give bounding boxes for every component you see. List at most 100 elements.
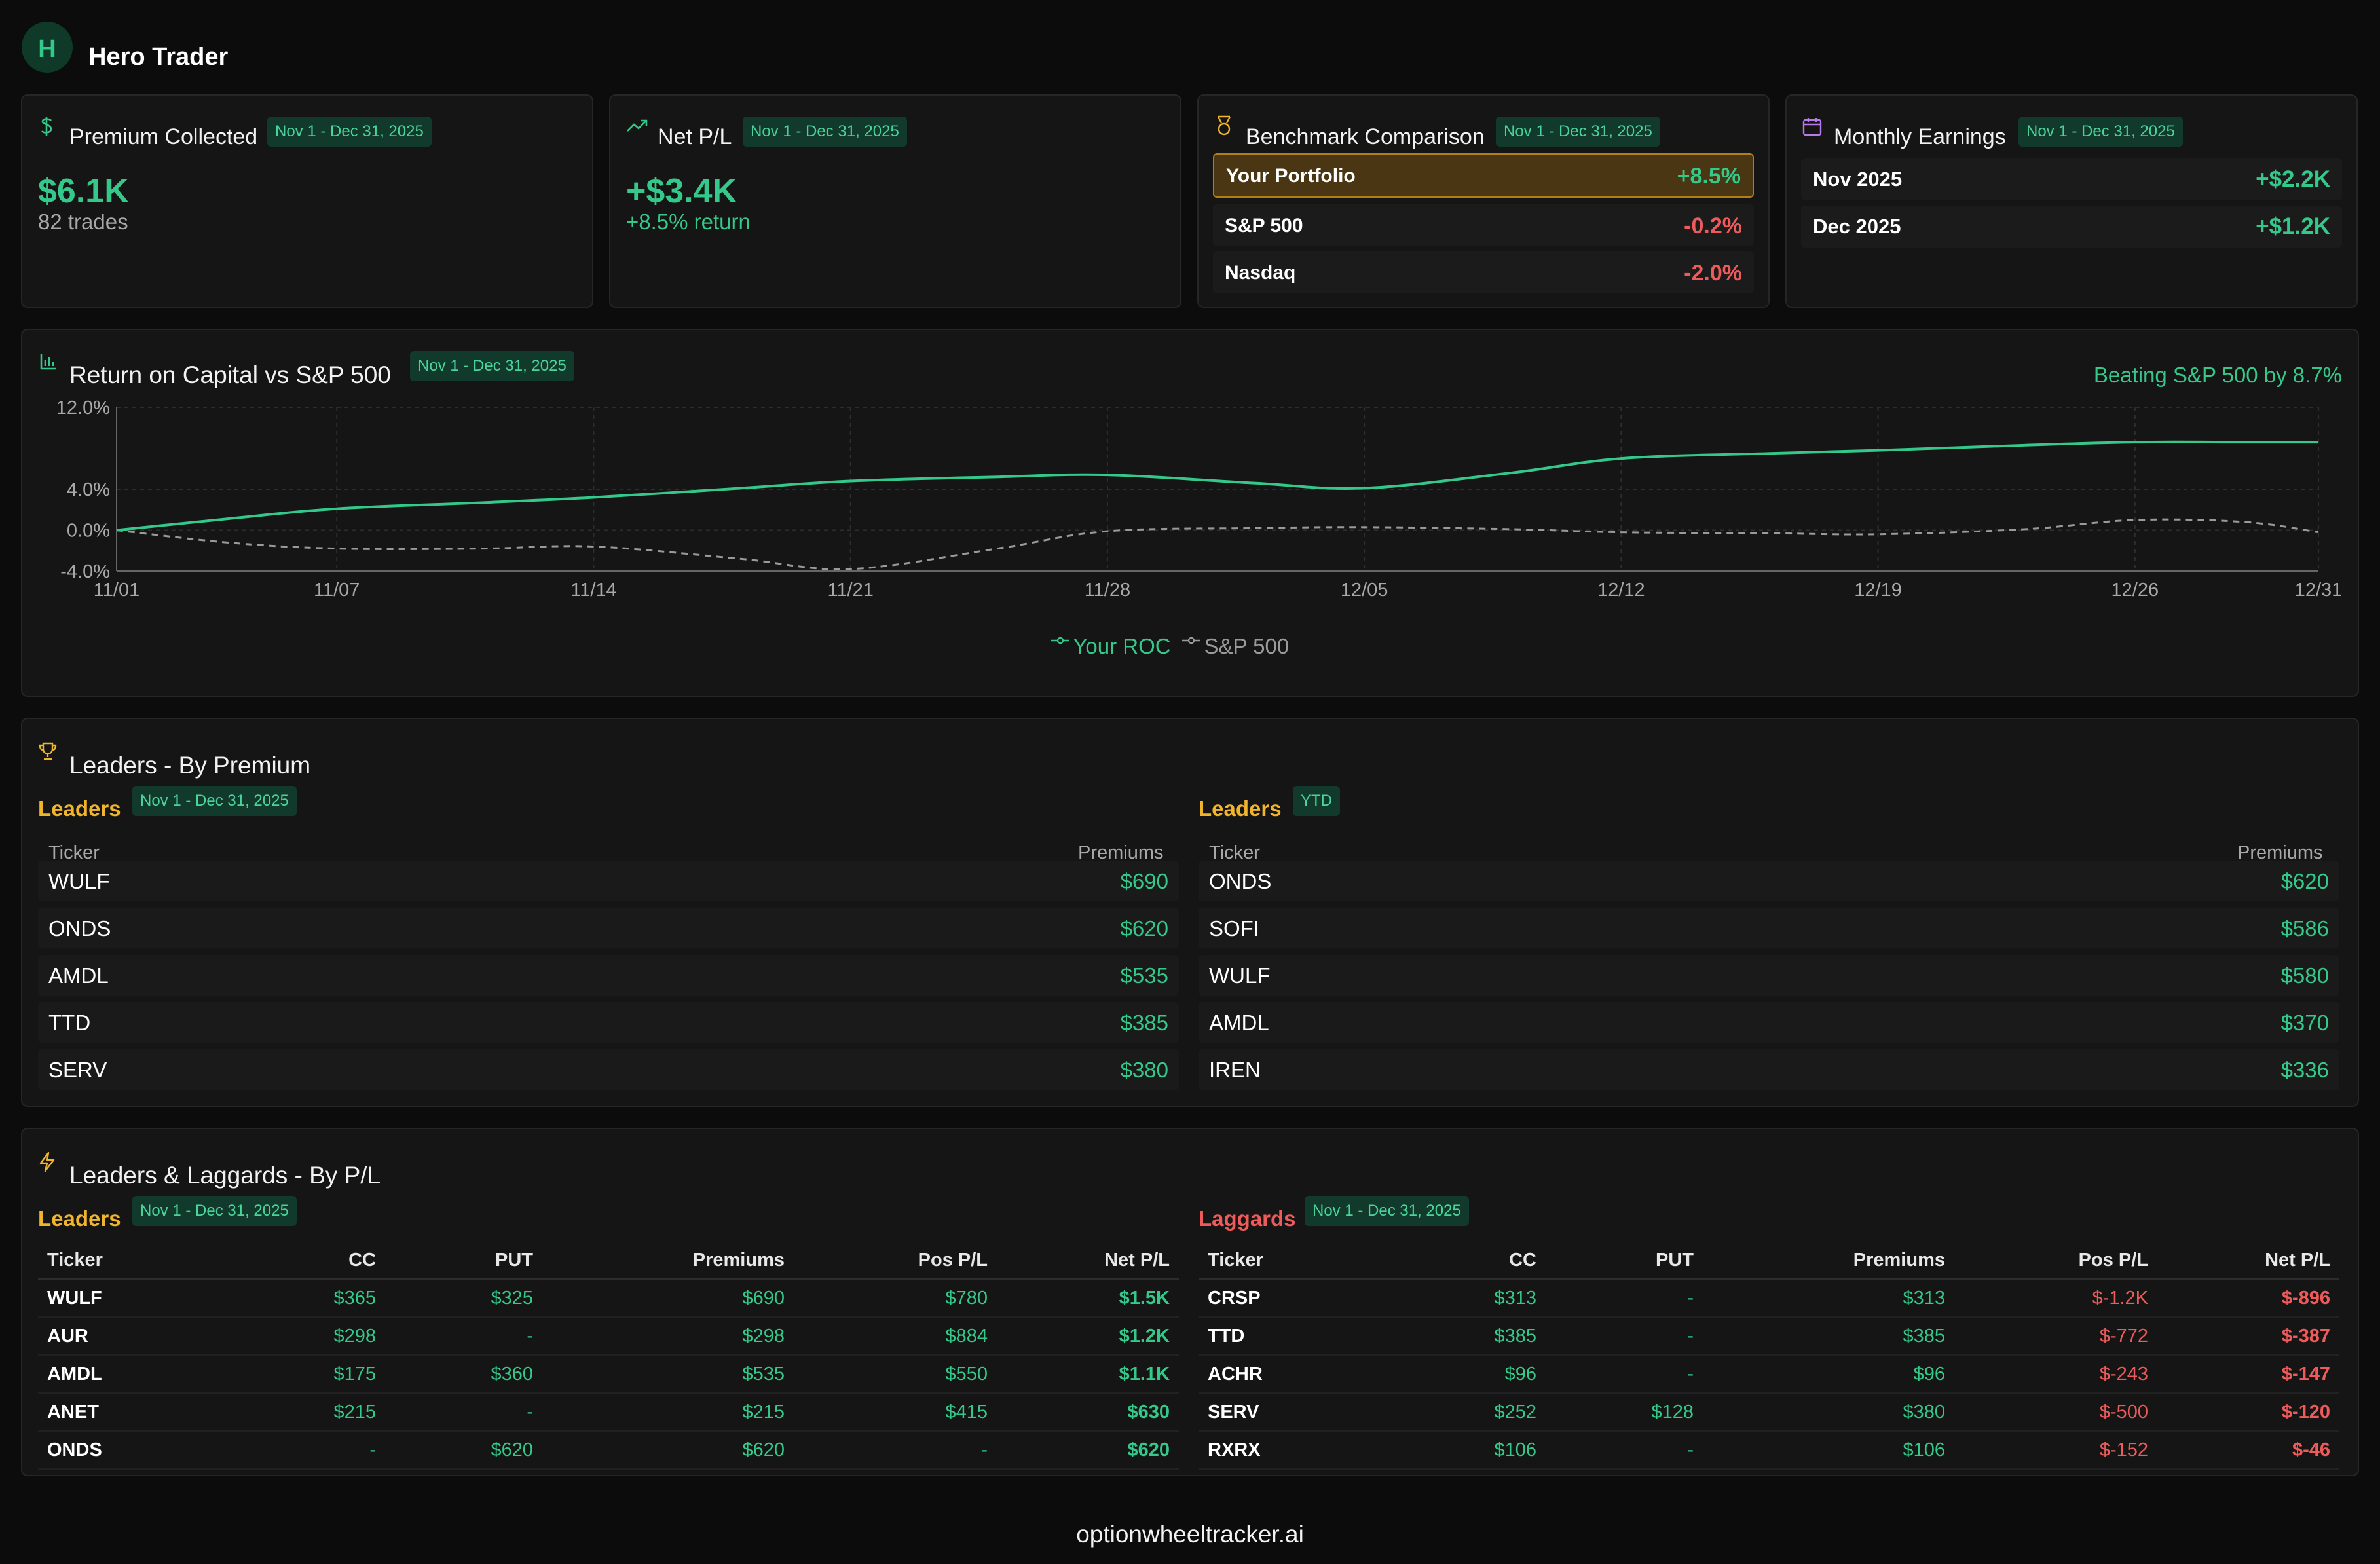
column-header-net-pl[interactable]: Net P/L: [2157, 1242, 2339, 1280]
table-row[interactable]: ONDS - $620 $620 - $620: [38, 1431, 1179, 1470]
list-item[interactable]: ONDS $620: [38, 908, 1179, 948]
your-roc-series-line[interactable]: [116, 440, 2318, 532]
put-value: -: [1546, 1317, 1703, 1356]
legend-item-sp500[interactable]: S&P 500: [1181, 634, 1289, 659]
x-tick-label: 11/21: [827, 580, 873, 601]
table-row[interactable]: SERV $252 $128 $380 $-500 $-120: [1199, 1393, 2339, 1432]
pos-pl-value: $550: [794, 1355, 997, 1394]
date-range-badge: Nov 1 - Dec 31, 2025: [132, 786, 297, 816]
net-pl-value: $-387: [2157, 1317, 2339, 1356]
cc-value: $252: [1329, 1393, 1546, 1432]
premiums-value: $313: [1703, 1279, 1954, 1318]
table-row[interactable]: AMDL $175 $360 $535 $550 $1.1K: [38, 1355, 1179, 1394]
list-item[interactable]: ONDS $620: [1199, 861, 2339, 901]
footer-brand[interactable]: optionwheeltracker.ai: [1076, 1521, 1304, 1548]
ytd-badge: YTD: [1293, 786, 1340, 816]
net-pl-value: $1.1K: [997, 1355, 1179, 1394]
premium-value: $370: [2280, 1011, 2329, 1035]
list-item[interactable]: SERV $380: [38, 1049, 1179, 1090]
pos-pl-value: $-1.2K: [1954, 1279, 2157, 1318]
list-item[interactable]: IREN $336: [1199, 1049, 2339, 1090]
premium-value: $336: [2280, 1058, 2329, 1082]
list-item[interactable]: SOFI $586: [1199, 908, 2339, 948]
x-tick-label: 11/07: [314, 580, 360, 601]
pos-pl-value: $-243: [1954, 1355, 2157, 1394]
premium-value: $620: [1120, 916, 1168, 940]
table-row[interactable]: CRSP $313 - $313 $-1.2K $-896: [1199, 1279, 2339, 1318]
ticker: WULF: [1209, 963, 1271, 988]
column-header-premiums[interactable]: Premiums: [1078, 842, 1164, 863]
list-item[interactable]: AMDL $535: [38, 955, 1179, 996]
column-header-ticker[interactable]: Ticker: [48, 842, 100, 863]
premium-value: $535: [1120, 963, 1168, 988]
list-item[interactable]: TTD $385: [38, 1002, 1179, 1043]
pos-pl-value: $-500: [1954, 1393, 2157, 1432]
put-value: -: [385, 1393, 542, 1432]
date-range-badge: Nov 1 - Dec 31, 2025: [410, 351, 574, 381]
benchmark-card: Benchmark Comparison Nov 1 - Dec 31, 202…: [1197, 94, 1770, 308]
premiums-value: $106: [1703, 1431, 1954, 1470]
trending-up-icon: [627, 119, 648, 132]
cc-value: $215: [169, 1393, 385, 1432]
ticker: WULF: [48, 869, 110, 893]
ticker: ONDS: [1209, 869, 1272, 893]
column-header-pos-pl[interactable]: Pos P/L: [794, 1242, 997, 1280]
month-name: Dec 2025: [1813, 215, 1901, 238]
column-header-premiums[interactable]: Premiums: [2237, 842, 2323, 863]
list-item[interactable]: AMDL $370: [1199, 1002, 2339, 1043]
table-row[interactable]: WULF $365 $325 $690 $780 $1.5K: [38, 1279, 1179, 1318]
sp500-series-line[interactable]: [116, 518, 2319, 570]
premium-value: $620: [2280, 869, 2329, 893]
legend-item-your-roc[interactable]: Your ROC: [1051, 634, 1171, 659]
card-title: Premium Collected: [69, 124, 258, 149]
premiums-value: $620: [542, 1431, 794, 1470]
put-value: -: [385, 1317, 542, 1356]
list-item[interactable]: WULF $580: [1199, 955, 2339, 996]
y-tick-label: -4.0%: [60, 561, 110, 582]
x-tick-label: 11/14: [570, 580, 616, 601]
table-row[interactable]: TTD $385 - $385 $-772 $-387: [1199, 1317, 2339, 1356]
ticker: AUR: [38, 1317, 169, 1356]
pl-laggards-table: Ticker CC PUT Premiums Pos P/L Net P/L C…: [1199, 1242, 2339, 1470]
list-item[interactable]: WULF $690: [38, 861, 1179, 901]
column-header-put[interactable]: PUT: [1546, 1242, 1703, 1280]
pl-leaders-laggards-card: Leaders & Laggards - By P/L Leaders Nov …: [21, 1128, 2359, 1476]
net-pl-value: $1.2K: [997, 1317, 1179, 1356]
table-row[interactable]: RXRX $106 - $106 $-152 $-46: [1199, 1431, 2339, 1470]
premium-leaders-card: Leaders - By Premium Leaders Nov 1 - Dec…: [21, 718, 2359, 1107]
benchmark-name: Nasdaq: [1225, 262, 1296, 284]
column-header-premiums[interactable]: Premiums: [542, 1242, 794, 1280]
column-header-cc[interactable]: CC: [169, 1242, 385, 1280]
roc-chart-card: Return on Capital vs S&P 500 Nov 1 - Dec…: [21, 329, 2359, 697]
ticker: ANET: [38, 1393, 169, 1432]
date-range-badge: Nov 1 - Dec 31, 2025: [267, 117, 432, 147]
table-row[interactable]: ANET $215 - $215 $415 $630: [38, 1393, 1179, 1432]
column-header-put[interactable]: PUT: [385, 1242, 542, 1280]
column-header-pos-pl[interactable]: Pos P/L: [1954, 1242, 2157, 1280]
column-header-premiums[interactable]: Premiums: [1703, 1242, 1954, 1280]
column-header-ticker[interactable]: Ticker: [1199, 1242, 1329, 1280]
premium-value: $380: [1120, 1058, 1168, 1082]
month-row: Nov 2025 +$2.2K: [1801, 158, 2342, 200]
month-row: Dec 2025 +$1.2K: [1801, 206, 2342, 248]
premium-value: $586: [2280, 916, 2329, 940]
benchmark-row-nasdaq: Nasdaq -2.0%: [1213, 251, 1754, 293]
ticker: ONDS: [38, 1431, 169, 1470]
table-row[interactable]: ACHR $96 - $96 $-243 $-147: [1199, 1355, 2339, 1394]
table-header-row: Ticker CC PUT Premiums Pos P/L Net P/L: [1199, 1242, 2339, 1280]
app-avatar[interactable]: H: [22, 22, 73, 73]
put-value: -: [1546, 1279, 1703, 1318]
column-header-ticker[interactable]: Ticker: [38, 1242, 169, 1280]
premium-value: $580: [2280, 963, 2329, 988]
table-row[interactable]: AUR $298 - $298 $884 $1.2K: [38, 1317, 1179, 1356]
column-header-ticker[interactable]: Ticker: [1209, 842, 1260, 863]
ticker: CRSP: [1199, 1279, 1329, 1318]
ticker: RXRX: [1199, 1431, 1329, 1470]
put-value: $325: [385, 1279, 542, 1318]
column-header-net-pl[interactable]: Net P/L: [997, 1242, 1179, 1280]
roc-line-chart[interactable]: 11/01 11/07 11/14 11/21 11/28 12/05 12/12 12/19…: [22, 330, 2358, 696]
put-value: -: [1546, 1431, 1703, 1470]
beating-text: Beating S&P 500 by 8.7%: [2093, 363, 2342, 387]
column-header-cc[interactable]: CC: [1329, 1242, 1546, 1280]
pl-leaders-table: Ticker CC PUT Premiums Pos P/L Net P/L W…: [38, 1242, 1179, 1470]
